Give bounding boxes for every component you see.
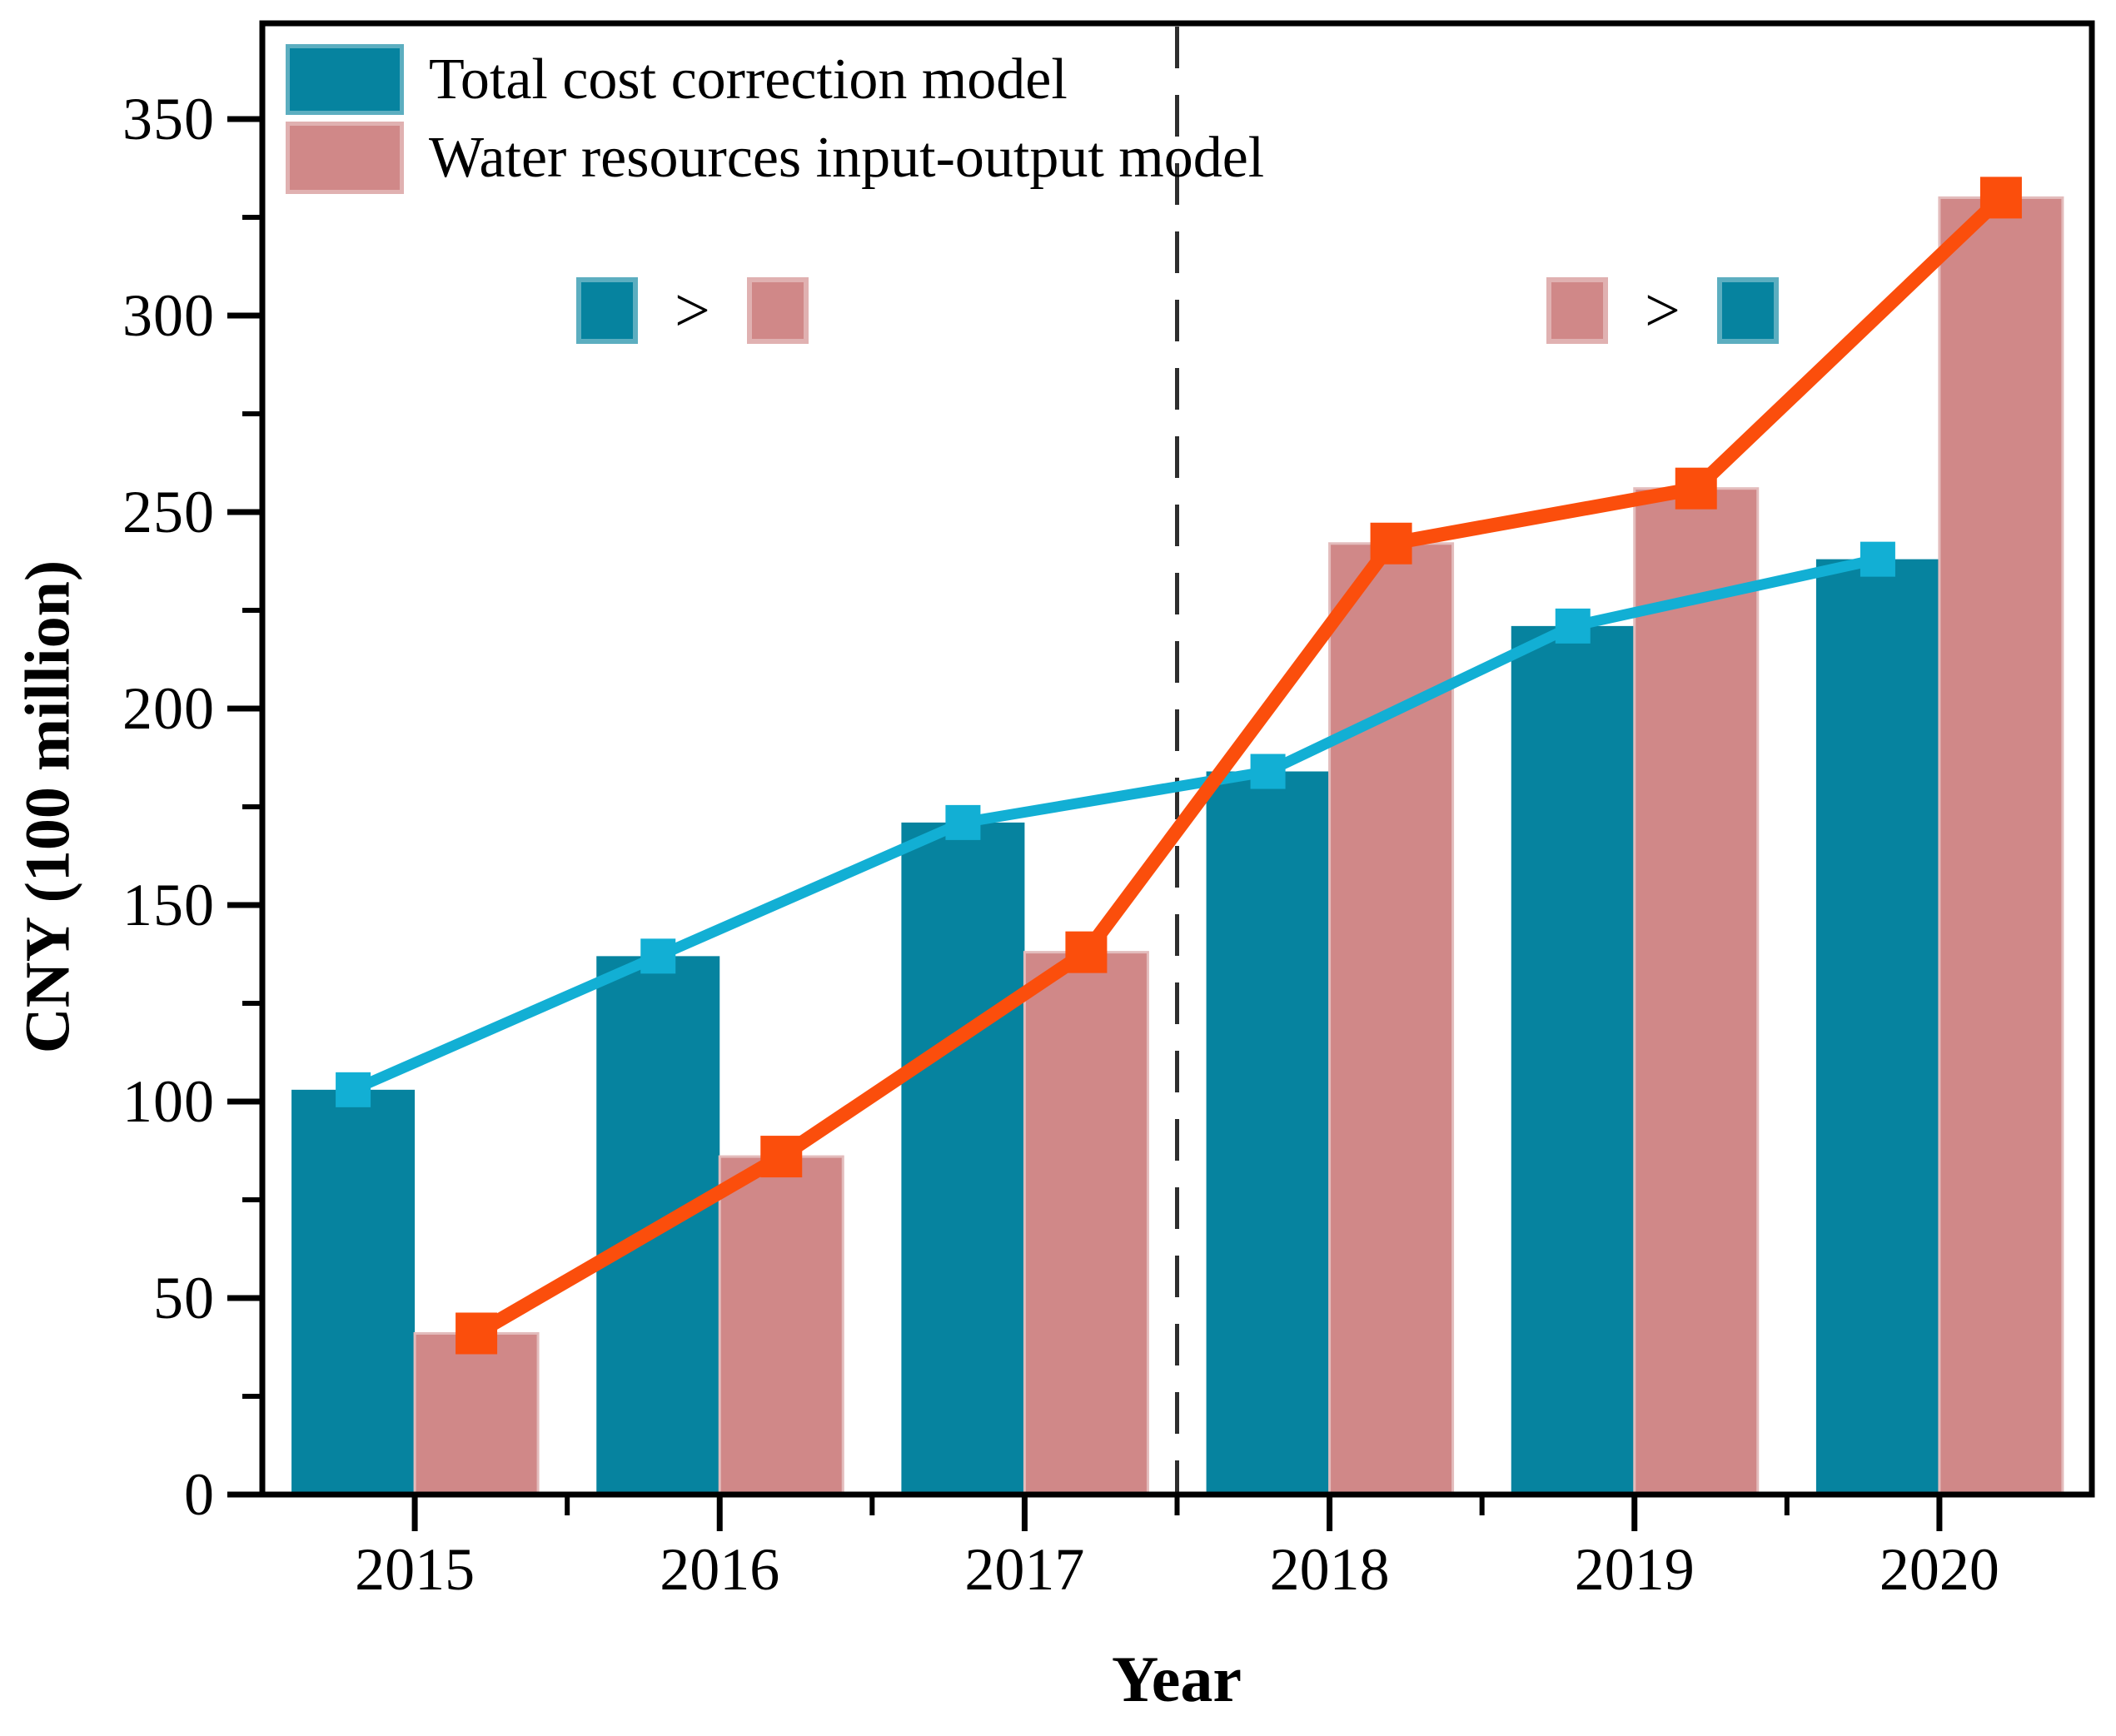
greater-than-sign: > [1645,276,1680,346]
pink-swatch [1546,277,1608,344]
bar-water-resources-2018 [1328,542,1455,1496]
y-tick-label-150: 150 [122,872,215,938]
bar-water-resources-2015 [413,1331,540,1496]
bar-total-cost-2020 [1815,559,1939,1495]
y-tick-label-200: 200 [122,675,215,742]
bar-total-cost-2015 [291,1089,416,1495]
legend-item-total-cost: Total cost correction model [286,44,1068,115]
marker-total-cost-2019 [1555,608,1591,644]
x-tick-label-2019: 2019 [1574,1536,1695,1603]
bar-total-cost-2019 [1511,625,1635,1495]
y-axis-title: CNY (100 million) [12,560,83,1054]
plot-frame [259,20,2095,1498]
x-tick-label-2018: 2018 [1269,1536,1390,1603]
marker-water-resources-2017 [1065,931,1108,973]
legend-item-water-resources: Water resources input-output model [286,122,1264,194]
line-water-resources [472,192,2006,1340]
y-tick-label-350: 350 [122,86,215,152]
y-tick-label-100: 100 [122,1068,215,1135]
marker-water-resources-2015 [456,1312,498,1355]
y-tick-label-0: 0 [184,1461,215,1528]
bar-total-cost-2017 [901,822,1025,1495]
marker-total-cost-2018 [1250,754,1286,789]
annotation-pre-divider: > [576,277,809,344]
bar-water-resources-2019 [1633,487,1760,1496]
bar-water-resources-2020 [1938,196,2064,1496]
marker-water-resources-2016 [760,1136,803,1178]
line-total-cost [351,554,1880,1095]
marker-total-cost-2016 [640,938,676,974]
legend-label: Total cost correction model [429,47,1068,112]
annotation-post-divider: > [1546,277,1779,344]
marker-water-resources-2019 [1675,467,1717,510]
marker-water-resources-2018 [1370,522,1412,565]
legend-label: Water resources input-output model [429,125,1265,190]
teal-swatch [1716,277,1779,344]
legend-swatch-pink [286,122,404,194]
marker-total-cost-2020 [1860,541,1895,577]
x-tick-label-2016: 2016 [660,1536,780,1603]
bar-water-resources-2016 [718,1155,844,1496]
y-tick-label-50: 50 [153,1265,215,1331]
legend-swatch-teal [286,44,404,115]
x-axis-title: Year [1112,1643,1242,1715]
teal-swatch [576,277,638,344]
marker-total-cost-2017 [945,804,981,840]
y-tick-label-300: 300 [122,282,215,349]
x-tick-label-2020: 2020 [1879,1536,1999,1603]
x-tick-label-2015: 2015 [355,1536,475,1603]
bar-water-resources-2017 [1023,951,1149,1496]
x-tick-label-2017: 2017 [964,1536,1085,1603]
greater-than-sign: > [675,276,710,346]
pink-swatch [746,277,809,344]
y-tick-label-250: 250 [122,479,215,545]
marker-water-resources-2020 [1979,177,2022,219]
marker-total-cost-2015 [336,1072,371,1107]
bar-total-cost-2018 [1206,771,1330,1495]
